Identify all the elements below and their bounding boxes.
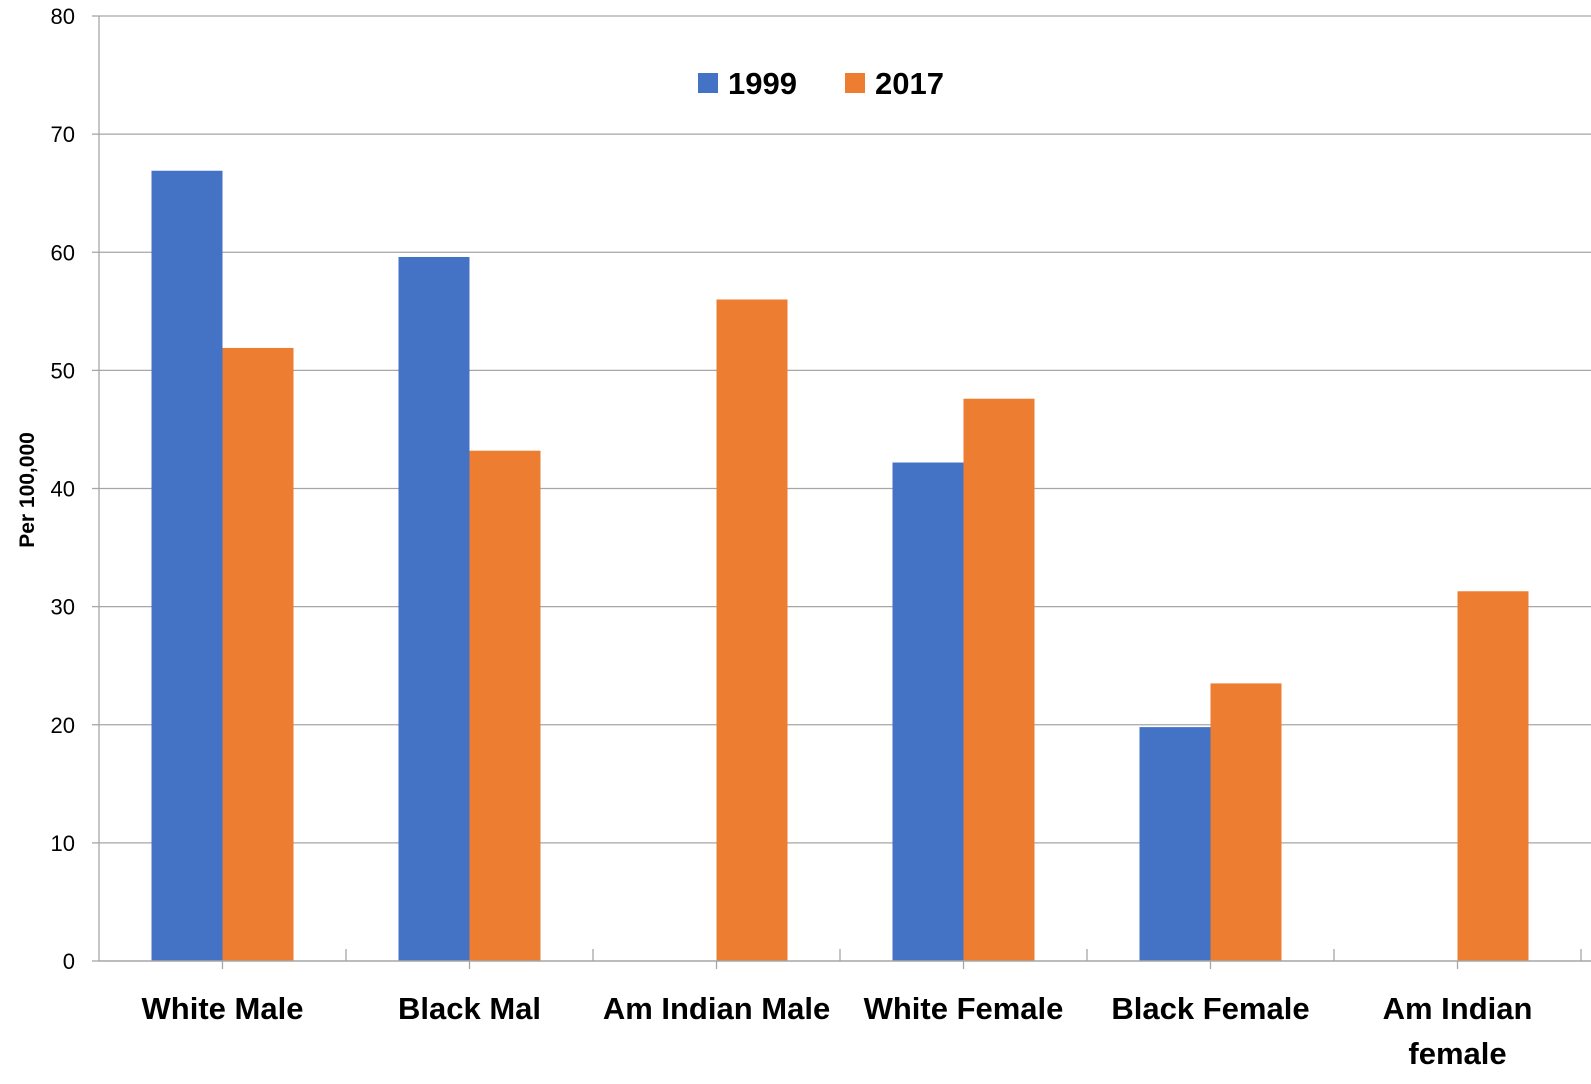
- y-tick-label: 10: [51, 831, 75, 856]
- y-tick-label: 70: [51, 122, 75, 147]
- bar-2017-5: [1457, 591, 1529, 961]
- x-category-label: Am Indian: [1383, 991, 1533, 1026]
- bar-1999-1: [398, 256, 470, 962]
- bar-2017-3: [963, 398, 1035, 962]
- y-tick-label: 30: [51, 595, 75, 620]
- y-tick-label: 50: [51, 358, 75, 383]
- x-category-label: Am Indian Male: [603, 991, 830, 1026]
- x-category-label: female: [1408, 1036, 1506, 1071]
- bar-2017-2: [716, 299, 788, 961]
- gridlines: [99, 15, 1591, 844]
- x-category-label: White Female: [864, 991, 1064, 1026]
- y-tick-label: 20: [51, 713, 75, 738]
- bar-2017-0: [222, 347, 294, 961]
- x-axis-categories: White Male Black Mal Am Indian Male White F…: [142, 991, 1533, 1071]
- bar-2017-1: [469, 450, 541, 961]
- bars: [151, 170, 1529, 962]
- bar-1999-3: [892, 462, 964, 961]
- y-axis-title: Per 100,000: [16, 432, 39, 548]
- legend-swatch-2017: [845, 73, 865, 93]
- y-tick-label: 60: [51, 240, 75, 265]
- x-category-label: Black Mal: [398, 991, 541, 1026]
- legend-swatch-1999: [698, 73, 718, 93]
- x-category-label: Black Female: [1111, 991, 1309, 1026]
- legend-label-1999: 1999: [728, 66, 797, 101]
- legend-label-2017: 2017: [875, 66, 944, 101]
- bar-2017-4: [1210, 683, 1282, 961]
- y-tick-label: 0: [63, 949, 75, 974]
- bar-1999-0: [151, 170, 223, 961]
- y-tick-label: 40: [51, 477, 75, 502]
- y-tick-label: 80: [51, 4, 75, 29]
- y-axis-ticks: 0 10 20 30 40 50 60 70 80: [51, 4, 99, 974]
- bar-1999-4: [1139, 727, 1211, 961]
- axes: [98, 16, 1591, 969]
- legend: 1999 2017: [698, 66, 944, 101]
- x-category-label: White Male: [142, 991, 304, 1026]
